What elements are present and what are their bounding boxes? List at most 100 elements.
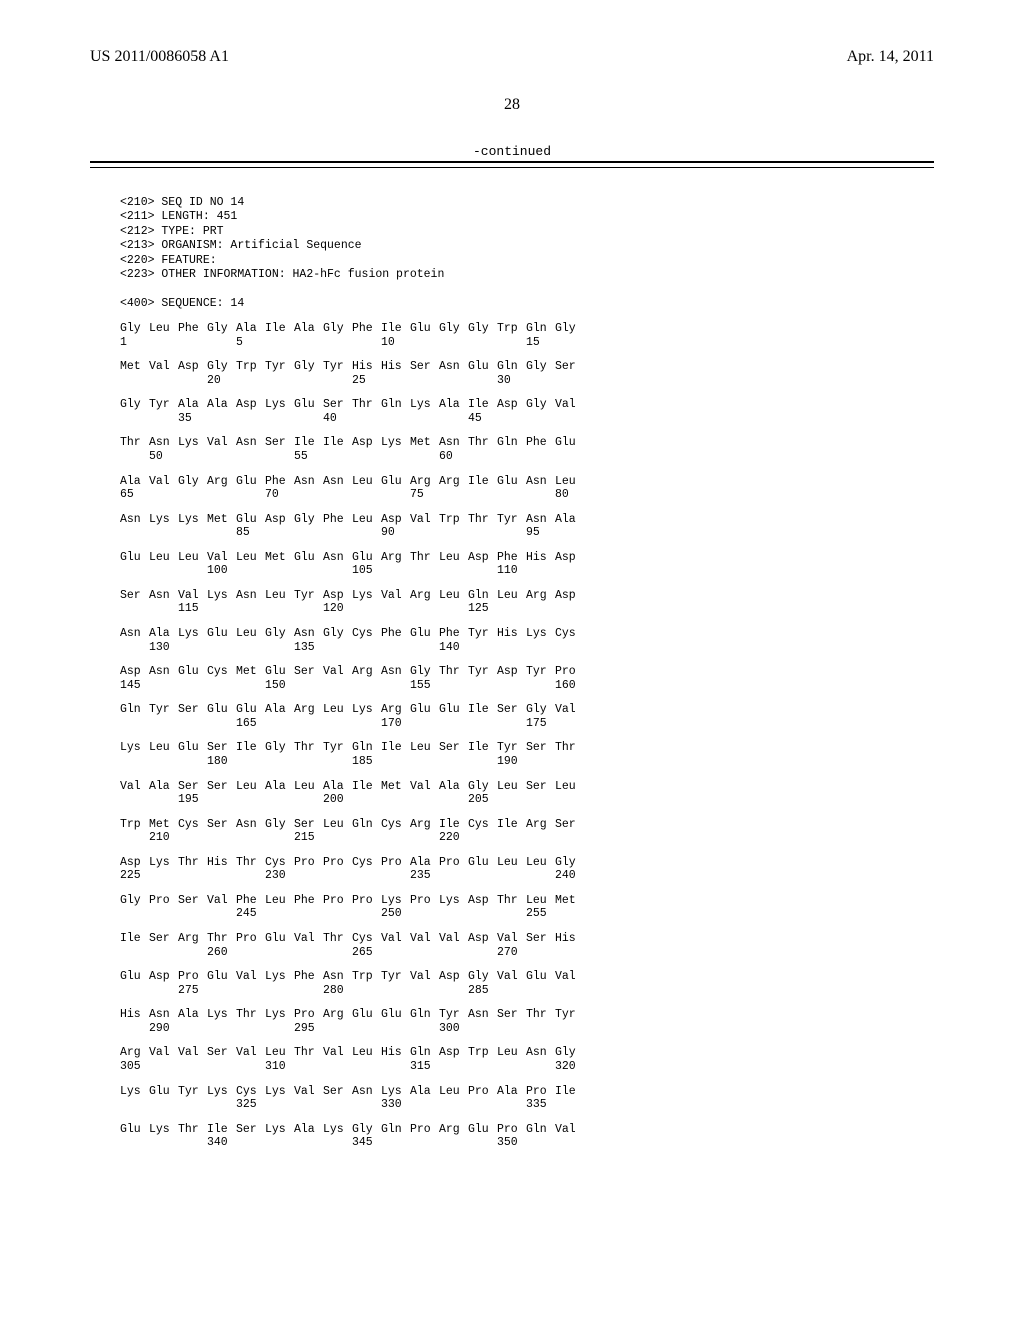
position-number bbox=[352, 450, 381, 464]
residue: Lys bbox=[381, 894, 410, 908]
residue: Gln bbox=[381, 398, 410, 412]
residue: Glu bbox=[381, 475, 410, 489]
position-number bbox=[207, 984, 236, 998]
residue: Ile bbox=[207, 1123, 236, 1137]
residue: Ala bbox=[439, 398, 468, 412]
residue: Tyr bbox=[497, 513, 526, 527]
residue: Arg bbox=[526, 818, 555, 832]
position-number bbox=[294, 1136, 323, 1150]
residue: Asn bbox=[439, 360, 468, 374]
position-number bbox=[149, 755, 178, 769]
residue: Gln bbox=[526, 322, 555, 336]
position-number bbox=[555, 755, 584, 769]
position-number bbox=[265, 641, 294, 655]
position-number bbox=[410, 412, 439, 426]
position-number bbox=[207, 1098, 236, 1112]
position-number bbox=[236, 755, 265, 769]
residue: Leu bbox=[149, 551, 178, 565]
residue: Met bbox=[207, 513, 236, 527]
residue: Asn bbox=[294, 475, 323, 489]
residue: Cys bbox=[381, 818, 410, 832]
position-number: 55 bbox=[294, 450, 323, 464]
position-number bbox=[381, 374, 410, 388]
residue: Ser bbox=[294, 818, 323, 832]
position-number: 50 bbox=[149, 450, 178, 464]
position-number bbox=[410, 564, 439, 578]
position-number bbox=[439, 793, 468, 807]
position-number bbox=[439, 755, 468, 769]
residue: Asp bbox=[120, 665, 149, 679]
residue: Glu bbox=[178, 665, 207, 679]
position-number bbox=[236, 984, 265, 998]
sequence-row: GlyProSerValPheLeuPheProProLysProLysAspT… bbox=[120, 894, 934, 908]
position-number bbox=[207, 1022, 236, 1036]
position-number bbox=[323, 946, 352, 960]
residue: Val bbox=[294, 932, 323, 946]
residue: Glu bbox=[526, 970, 555, 984]
residue: Cys bbox=[265, 856, 294, 870]
position-number bbox=[439, 907, 468, 921]
sequence-row: LysGluTyrLysCysLysValSerAsnLysAlaLeuProA… bbox=[120, 1085, 934, 1099]
residue: Leu bbox=[439, 551, 468, 565]
position-number: 265 bbox=[352, 946, 381, 960]
residue: Thr bbox=[294, 1046, 323, 1060]
residue: Lys bbox=[178, 627, 207, 641]
position-number bbox=[207, 450, 236, 464]
residue: Asn bbox=[468, 1008, 497, 1022]
position-number bbox=[439, 1136, 468, 1150]
position-number bbox=[468, 831, 497, 845]
position-number bbox=[381, 488, 410, 502]
position-number bbox=[468, 1136, 497, 1150]
residue: Ser bbox=[323, 398, 352, 412]
residue: Gly bbox=[555, 1046, 584, 1060]
residue: Gln bbox=[381, 1123, 410, 1137]
residue: Gly bbox=[120, 322, 149, 336]
residue: Asp bbox=[555, 589, 584, 603]
residue: Ala bbox=[410, 1085, 439, 1099]
residue: Arg bbox=[120, 1046, 149, 1060]
residue: Ile bbox=[120, 932, 149, 946]
position-number bbox=[294, 336, 323, 350]
residue: Pro bbox=[555, 665, 584, 679]
residue: Ser bbox=[265, 436, 294, 450]
meta-organism: <213> ORGANISM: Artificial Sequence bbox=[120, 239, 362, 252]
sequence-row: IleSerArgThrProGluValThrCysValValValAspV… bbox=[120, 932, 934, 946]
position-number: 125 bbox=[468, 602, 497, 616]
residue: Gln bbox=[352, 818, 381, 832]
position-number bbox=[149, 602, 178, 616]
residue: Gly bbox=[410, 665, 439, 679]
residue: Trp bbox=[236, 360, 265, 374]
position-number bbox=[526, 374, 555, 388]
doc-date: Apr. 14, 2011 bbox=[847, 48, 934, 66]
position-number bbox=[120, 641, 149, 655]
position-number bbox=[149, 412, 178, 426]
position-number bbox=[439, 336, 468, 350]
residue: Val bbox=[149, 475, 178, 489]
position-number bbox=[265, 1098, 294, 1112]
residue: Phe bbox=[439, 627, 468, 641]
position-number bbox=[352, 526, 381, 540]
residue: Thr bbox=[468, 513, 497, 527]
position-number bbox=[439, 946, 468, 960]
position-number: 200 bbox=[323, 793, 352, 807]
position-number bbox=[236, 1136, 265, 1150]
position-number bbox=[149, 1060, 178, 1074]
position-number bbox=[236, 679, 265, 693]
residue: Tyr bbox=[323, 360, 352, 374]
residue: Asp bbox=[323, 589, 352, 603]
residue: Ser bbox=[178, 703, 207, 717]
residue: Gly bbox=[294, 513, 323, 527]
position-row: 165170175 bbox=[120, 717, 934, 731]
residue: Gly bbox=[120, 398, 149, 412]
position-number bbox=[323, 907, 352, 921]
position-number bbox=[149, 1098, 178, 1112]
page-header: US 2011/0086058 A1 Apr. 14, 2011 bbox=[90, 48, 934, 66]
residue: Asp bbox=[381, 513, 410, 527]
residue: Val bbox=[555, 703, 584, 717]
residue: Glu bbox=[207, 627, 236, 641]
residue: Arg bbox=[410, 589, 439, 603]
residue: His bbox=[352, 360, 381, 374]
position-number bbox=[323, 1136, 352, 1150]
position-number bbox=[497, 641, 526, 655]
residue: Ala bbox=[323, 780, 352, 794]
